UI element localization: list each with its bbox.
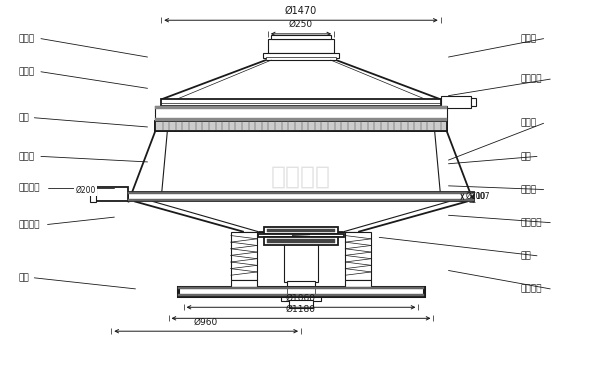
Bar (178, 287, 424, 289)
Bar (95, 187, 128, 201)
Bar (471, 98, 476, 106)
Bar (161, 99, 441, 106)
Text: 防尘盖: 防尘盖 (18, 67, 34, 76)
Text: 细出料口: 细出料口 (18, 183, 40, 192)
Text: 底座: 底座 (18, 273, 29, 282)
Bar (90, 185, 96, 202)
Bar (155, 121, 447, 131)
Bar (264, 227, 338, 234)
Text: 大汉机械: 大汉机械 (271, 164, 331, 189)
Text: 粗出料口: 粗出料口 (521, 75, 542, 84)
Text: 网架: 网架 (521, 152, 532, 161)
Bar (128, 199, 474, 201)
Text: 上框: 上框 (18, 113, 29, 122)
Text: Ø250: Ø250 (289, 20, 313, 29)
Bar (264, 237, 338, 245)
Bar (231, 232, 257, 280)
Bar (278, 232, 324, 236)
Text: 107: 107 (475, 192, 489, 201)
Bar (263, 53, 339, 58)
Bar (155, 118, 447, 121)
Bar (287, 287, 315, 294)
Text: 减振弹簧: 减振弹簧 (18, 220, 40, 229)
Text: 大束环: 大束环 (18, 152, 34, 161)
Text: 挡球环: 挡球环 (521, 185, 537, 194)
Text: Ø960: Ø960 (194, 318, 219, 326)
Bar (287, 281, 315, 294)
Text: 进料口: 进料口 (18, 34, 34, 43)
Text: Ø1470: Ø1470 (285, 6, 317, 15)
Bar (155, 106, 447, 109)
Bar (258, 234, 344, 237)
Bar (268, 39, 334, 53)
Bar (128, 192, 474, 194)
Bar (281, 293, 321, 301)
Text: Ø1060: Ø1060 (286, 294, 316, 302)
Bar (267, 229, 335, 232)
Bar (441, 96, 471, 108)
Bar (178, 287, 424, 296)
Bar (128, 192, 474, 201)
Text: 上部重锥: 上部重锥 (521, 218, 542, 227)
Text: 小束环: 小束环 (521, 34, 537, 43)
Text: 电机: 电机 (521, 251, 532, 260)
Bar (155, 121, 447, 131)
Bar (267, 239, 335, 243)
Text: Ø1180: Ø1180 (286, 305, 316, 314)
Bar (345, 232, 371, 280)
Bar (345, 280, 371, 287)
Bar (155, 106, 447, 121)
Text: 下部重锥: 下部重锥 (521, 284, 542, 293)
Text: 弹跳球: 弹跳球 (521, 119, 537, 128)
Bar (271, 35, 331, 39)
Bar (178, 294, 424, 296)
Text: Ø200: Ø200 (465, 192, 486, 201)
Bar (289, 300, 313, 308)
Bar (266, 57, 336, 60)
Bar (231, 280, 257, 287)
Bar (284, 232, 318, 282)
Text: Ø200: Ø200 (75, 185, 96, 194)
